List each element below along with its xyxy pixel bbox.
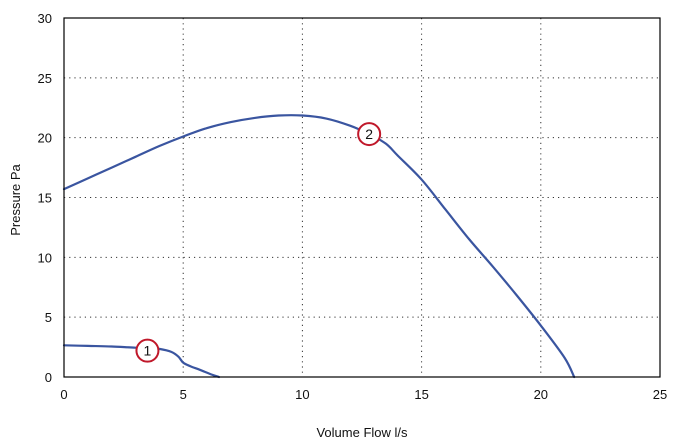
y-tick-label: 0	[45, 370, 52, 385]
curve-marker-1: 1	[135, 338, 160, 363]
x-tick-label: 25	[653, 387, 667, 402]
series-line-2	[62, 114, 576, 379]
series-lines	[62, 114, 576, 379]
marker-label: 1	[144, 343, 152, 359]
series-line-1	[62, 344, 221, 379]
plot-frame	[63, 17, 661, 378]
marker-circle	[135, 338, 160, 363]
y-tick-label: 20	[38, 131, 52, 146]
series-markers: 12	[135, 122, 382, 363]
x-tick-labels: 0 5 10 15 20 25	[60, 387, 667, 402]
marker-label: 2	[365, 126, 373, 142]
y-tick-label: 5	[45, 310, 52, 325]
y-tick-labels: 0 5 10 15 20 25 30	[38, 11, 52, 385]
x-tick-label: 20	[534, 387, 548, 402]
x-tick-label: 10	[295, 387, 309, 402]
curve-marker-2: 2	[357, 122, 382, 147]
grid-lines	[64, 18, 660, 377]
marker-circle	[357, 122, 382, 147]
x-axis-title: Volume Flow l/s	[316, 425, 408, 440]
x-tick-label: 5	[180, 387, 187, 402]
y-tick-label: 30	[38, 11, 52, 26]
y-tick-label: 25	[38, 71, 52, 86]
x-tick-label: 0	[60, 387, 67, 402]
y-axis-title: Pressure Pa	[8, 163, 23, 235]
x-tick-label: 15	[414, 387, 428, 402]
y-tick-label: 15	[38, 191, 52, 206]
y-tick-label: 10	[38, 250, 52, 265]
